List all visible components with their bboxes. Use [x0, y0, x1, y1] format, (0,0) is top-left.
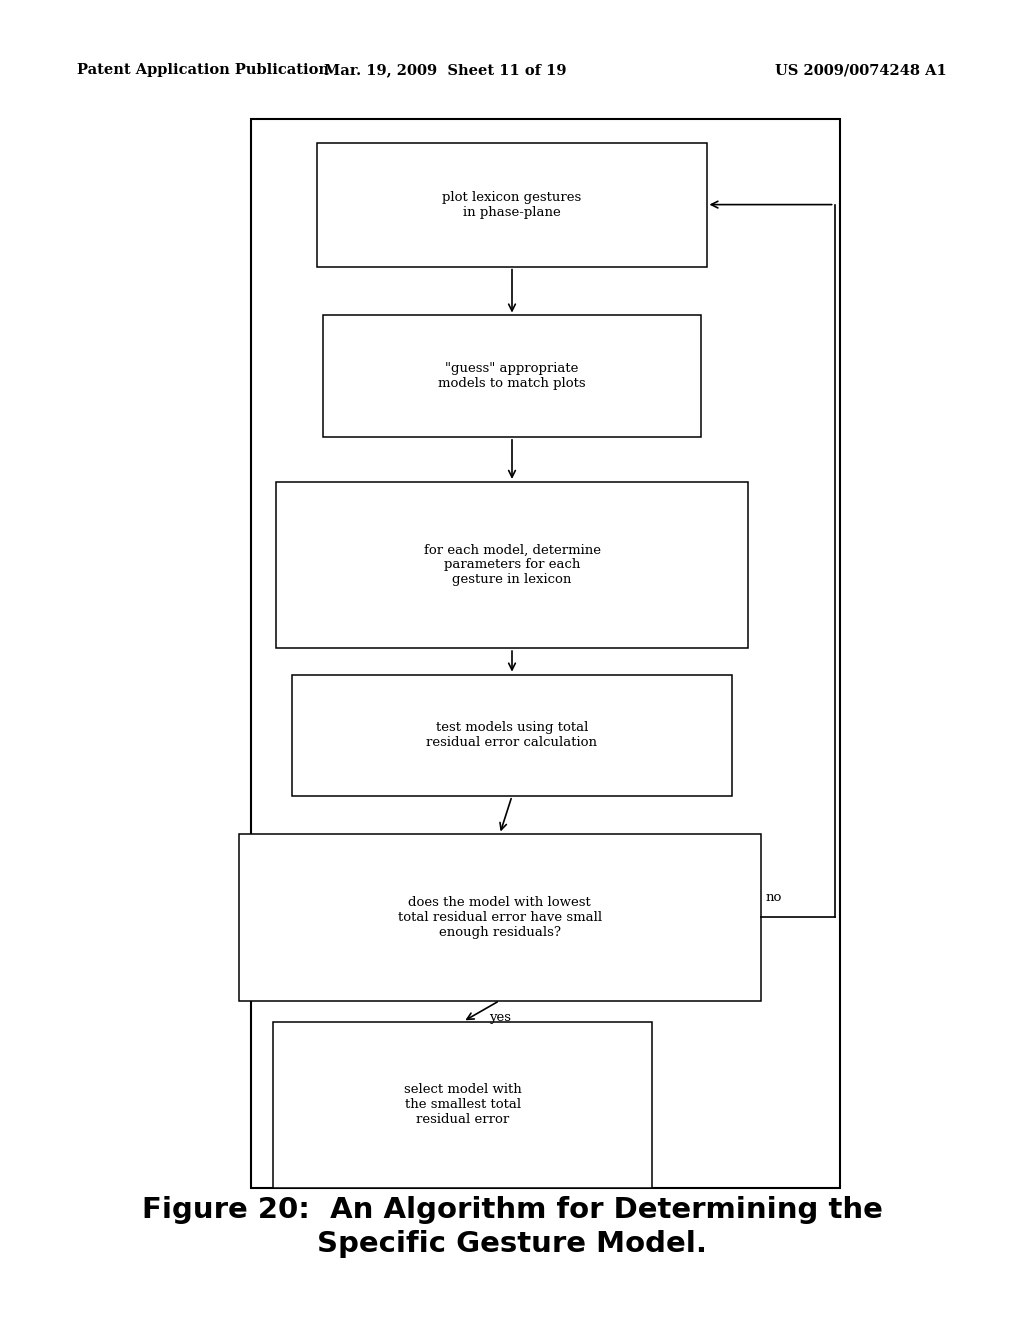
Text: select model with
the smallest total
residual error: select model with the smallest total res… — [404, 1084, 521, 1126]
Bar — [273, 1022, 652, 1188]
Bar — [317, 143, 707, 267]
Text: Mar. 19, 2009  Sheet 11 of 19: Mar. 19, 2009 Sheet 11 of 19 — [325, 63, 566, 78]
Text: US 2009/0074248 A1: US 2009/0074248 A1 — [775, 63, 947, 78]
Text: "guess" appropriate
models to match plots: "guess" appropriate models to match plot… — [438, 362, 586, 391]
Text: Specific Gesture Model.: Specific Gesture Model. — [317, 1230, 707, 1258]
Bar — [323, 315, 701, 437]
Text: yes: yes — [488, 1011, 511, 1024]
Text: plot lexicon gestures
in phase-plane: plot lexicon gestures in phase-plane — [442, 190, 582, 219]
Text: test models using total
residual error calculation: test models using total residual error c… — [427, 721, 597, 750]
Bar — [276, 482, 748, 648]
Text: Figure 20:  An Algorithm for Determining the: Figure 20: An Algorithm for Determining … — [141, 1196, 883, 1224]
Bar — [251, 119, 840, 1188]
Bar — [292, 675, 732, 796]
Text: Patent Application Publication: Patent Application Publication — [77, 63, 329, 78]
Text: no: no — [766, 891, 782, 904]
Bar — [239, 834, 761, 1001]
Text: for each model, determine
parameters for each
gesture in lexicon: for each model, determine parameters for… — [424, 544, 600, 586]
Text: does the model with lowest
total residual error have small
enough residuals?: does the model with lowest total residua… — [397, 896, 602, 939]
